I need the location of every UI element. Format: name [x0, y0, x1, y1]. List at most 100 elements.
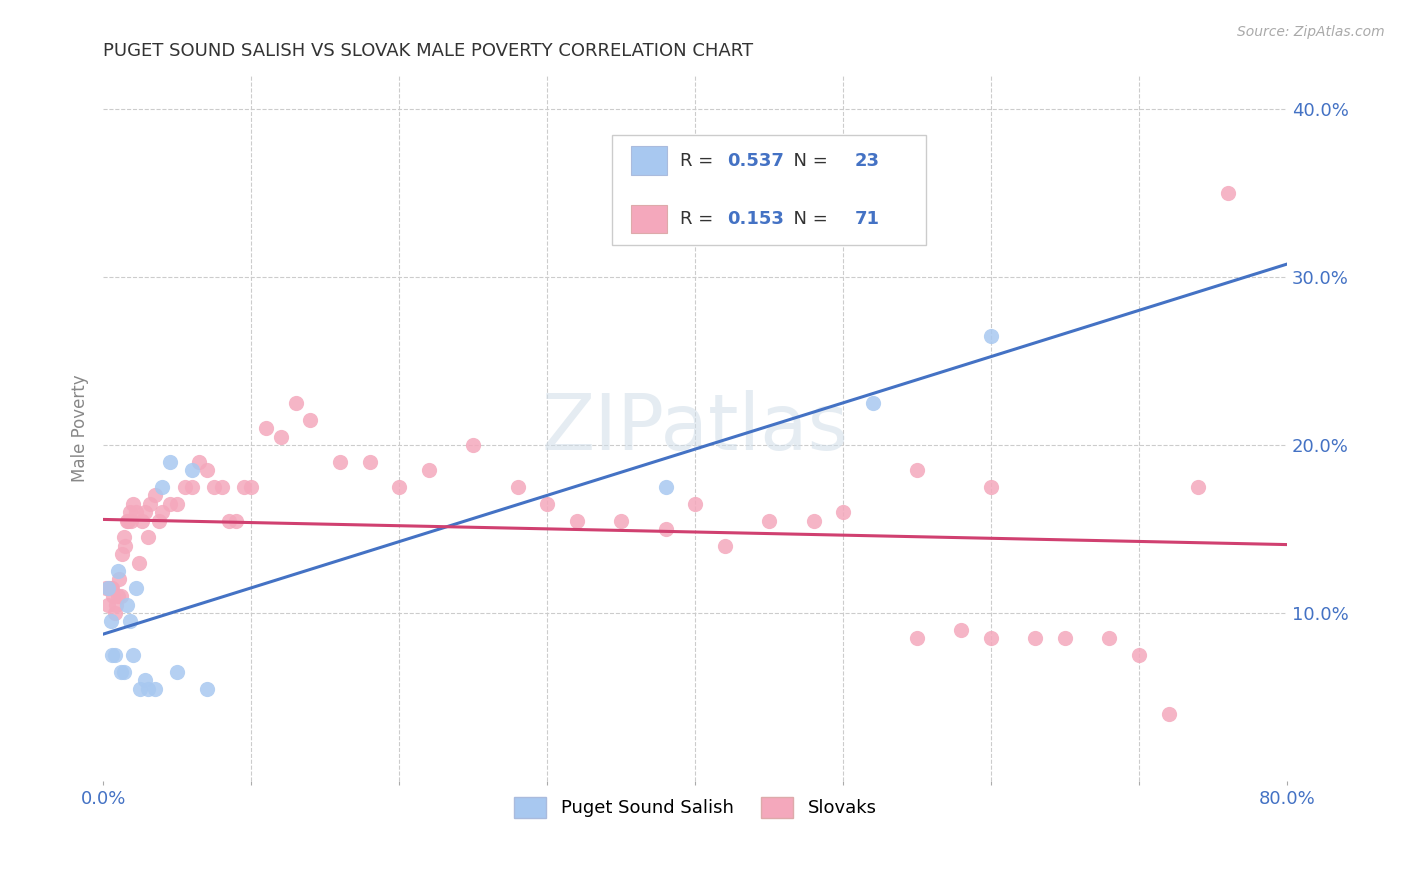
Point: [128, 556, 150, 570]
Text: 71: 71: [855, 211, 880, 228]
Point: [188, 455, 211, 469]
Point: [565, 514, 588, 528]
Point: [862, 396, 884, 410]
Text: 0.153: 0.153: [727, 211, 785, 228]
Point: [117, 514, 139, 528]
Point: [329, 455, 352, 469]
Point: [950, 623, 973, 637]
Point: [461, 438, 484, 452]
Point: [758, 514, 780, 528]
Point: [101, 648, 124, 662]
Point: [94, 581, 117, 595]
Point: [211, 480, 233, 494]
Point: [1054, 631, 1077, 645]
Point: [1216, 186, 1239, 200]
Point: [101, 581, 124, 595]
Point: [536, 497, 558, 511]
Point: [105, 598, 128, 612]
Point: [654, 480, 676, 494]
Point: [115, 514, 138, 528]
Point: [143, 488, 166, 502]
Point: [103, 589, 125, 603]
Point: [104, 606, 127, 620]
Point: [134, 505, 156, 519]
Point: [108, 572, 131, 586]
Point: [159, 455, 181, 469]
Point: [107, 589, 129, 603]
Point: [388, 480, 411, 494]
Point: [506, 480, 529, 494]
Point: [610, 514, 633, 528]
Point: [1157, 706, 1180, 721]
Y-axis label: Male Poverty: Male Poverty: [72, 375, 89, 482]
Point: [225, 514, 247, 528]
Point: [125, 581, 148, 595]
Point: [254, 421, 277, 435]
Point: [131, 514, 153, 528]
Point: [980, 480, 1002, 494]
Point: [100, 615, 122, 629]
Point: [232, 480, 254, 494]
Point: [97, 598, 120, 612]
Point: [97, 581, 120, 595]
Text: 0.537: 0.537: [727, 152, 785, 169]
Point: [202, 480, 225, 494]
Point: [218, 514, 240, 528]
Point: [1098, 631, 1121, 645]
Text: 23: 23: [855, 152, 880, 169]
Point: [98, 581, 121, 595]
Point: [125, 505, 148, 519]
Point: [136, 681, 159, 696]
Point: [121, 648, 143, 662]
Legend: Puget Sound Salish, Slovaks: Puget Sound Salish, Slovaks: [506, 789, 884, 825]
Point: [112, 665, 135, 679]
Point: [150, 480, 173, 494]
Point: [240, 480, 263, 494]
Point: [832, 505, 855, 519]
Text: PUGET SOUND SALISH VS SLOVAK MALE POVERTY CORRELATION CHART: PUGET SOUND SALISH VS SLOVAK MALE POVERT…: [103, 42, 754, 60]
Text: N =: N =: [782, 152, 832, 169]
Point: [195, 463, 218, 477]
Point: [166, 497, 188, 511]
Point: [129, 681, 152, 696]
Text: ZIPatlas: ZIPatlas: [541, 390, 849, 467]
Point: [166, 665, 188, 679]
Point: [654, 522, 676, 536]
Point: [159, 497, 181, 511]
Point: [713, 539, 735, 553]
Point: [110, 665, 132, 679]
Point: [118, 615, 141, 629]
Point: [1187, 480, 1209, 494]
Point: [683, 497, 706, 511]
Point: [143, 681, 166, 696]
Point: [905, 463, 928, 477]
Point: [980, 328, 1002, 343]
FancyBboxPatch shape: [612, 136, 927, 244]
Point: [284, 396, 307, 410]
Point: [110, 589, 132, 603]
Point: [181, 463, 204, 477]
Point: [100, 581, 122, 595]
Point: [118, 505, 141, 519]
Point: [905, 631, 928, 645]
Point: [148, 514, 170, 528]
Point: [111, 547, 134, 561]
Point: [115, 598, 138, 612]
Point: [270, 429, 292, 443]
Point: [139, 497, 162, 511]
Text: R =: R =: [679, 211, 718, 228]
Text: N =: N =: [782, 211, 832, 228]
Point: [299, 413, 322, 427]
Point: [150, 505, 173, 519]
Point: [803, 514, 825, 528]
FancyBboxPatch shape: [631, 146, 666, 175]
Point: [121, 497, 143, 511]
Point: [104, 648, 127, 662]
Point: [195, 681, 218, 696]
Point: [1024, 631, 1046, 645]
Point: [359, 455, 381, 469]
Point: [134, 673, 156, 688]
FancyBboxPatch shape: [631, 205, 666, 234]
Point: [418, 463, 440, 477]
Text: Source: ZipAtlas.com: Source: ZipAtlas.com: [1237, 25, 1385, 39]
